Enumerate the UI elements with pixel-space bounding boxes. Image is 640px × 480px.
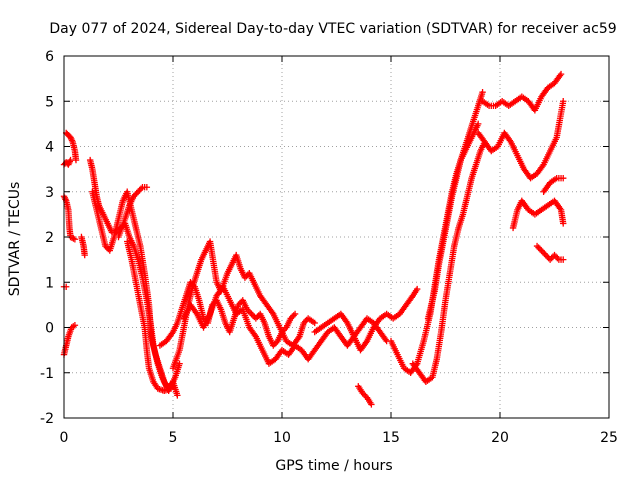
x-tick-label: 5 — [169, 430, 178, 446]
series-track-b — [60, 283, 70, 290]
series-track-d — [62, 129, 80, 164]
series-track-v — [533, 242, 567, 263]
series-track-n — [311, 285, 421, 354]
series-track-t — [475, 98, 567, 182]
y-tick-label: -1 — [40, 366, 54, 382]
data-point — [560, 98, 567, 105]
data-point — [538, 247, 545, 254]
data-point — [249, 312, 257, 319]
data-point — [167, 385, 175, 392]
y-tick-label: 0 — [45, 321, 54, 337]
series-track-k — [156, 279, 299, 349]
data-point — [560, 220, 567, 227]
data-point — [548, 254, 555, 262]
chart-title: Day 077 of 2024, Sidereal Day-to-day VTE… — [49, 21, 616, 37]
data-point — [72, 156, 80, 164]
data-point — [413, 285, 421, 293]
x-tick-label: 0 — [60, 430, 69, 446]
x-tick-label: 25 — [600, 430, 618, 446]
data-point — [70, 235, 77, 242]
series-track-h — [89, 188, 181, 399]
y-axis-label: SDTVAR / TECUs — [7, 182, 23, 297]
data-point — [554, 254, 561, 262]
series-track-m — [180, 283, 390, 367]
data-point — [542, 251, 549, 259]
axis-ticks: 0 5 10 15 20 25 -2 -1 0 1 2 3 4 5 6 — [40, 49, 618, 446]
series-track-i — [115, 184, 151, 241]
data-point — [533, 242, 541, 250]
data-point — [368, 401, 375, 408]
y-tick-label: 3 — [45, 185, 54, 201]
series-track-e — [60, 193, 79, 243]
data-point — [535, 244, 542, 251]
series-track-w — [540, 174, 567, 195]
data-point — [541, 250, 548, 257]
data-point — [475, 120, 482, 128]
data-point — [290, 312, 297, 319]
data-point — [137, 185, 145, 192]
data-point — [248, 310, 255, 318]
series-track-r — [424, 89, 486, 322]
series-track-s — [479, 70, 565, 114]
x-tick-label: 10 — [273, 430, 291, 446]
series-track-q — [409, 138, 488, 385]
data-point — [291, 310, 299, 318]
series-track-j — [124, 238, 175, 395]
series-track-a — [60, 322, 79, 358]
data-point — [134, 188, 142, 195]
data-point — [71, 322, 79, 329]
data-point — [560, 256, 567, 263]
data-point — [133, 190, 140, 197]
data-point — [552, 253, 560, 260]
data-point — [246, 309, 254, 316]
series-track-p — [387, 120, 482, 376]
data-point — [311, 319, 318, 327]
series-track-f — [78, 233, 88, 259]
x-tick-label: 15 — [382, 430, 400, 446]
y-tick-label: 1 — [45, 275, 54, 291]
data-point — [81, 251, 88, 259]
data-point — [546, 256, 554, 263]
series-track-l — [169, 238, 318, 372]
y-tick-label: 2 — [45, 230, 54, 246]
data-point — [551, 251, 558, 259]
data-point — [71, 236, 79, 243]
y-tick-label: 5 — [45, 94, 54, 110]
y-tick-label: 6 — [45, 49, 54, 65]
data-point — [174, 392, 181, 399]
data-point — [539, 248, 547, 256]
x-axis-label: GPS time / hours — [275, 458, 392, 474]
data-point — [479, 89, 486, 96]
series-track-o — [355, 383, 375, 408]
data-marks — [60, 70, 567, 408]
data-point — [67, 156, 74, 164]
data-point — [560, 174, 567, 182]
series-track-u — [509, 197, 567, 232]
data-point — [544, 253, 551, 260]
series-track-c — [60, 156, 74, 168]
y-tick-label: -2 — [40, 411, 54, 427]
y-tick-label: 4 — [45, 140, 54, 156]
data-point — [136, 187, 143, 194]
data-point — [536, 245, 544, 253]
data-point — [143, 184, 151, 191]
x-tick-label: 20 — [491, 430, 509, 446]
data-point — [557, 70, 565, 78]
